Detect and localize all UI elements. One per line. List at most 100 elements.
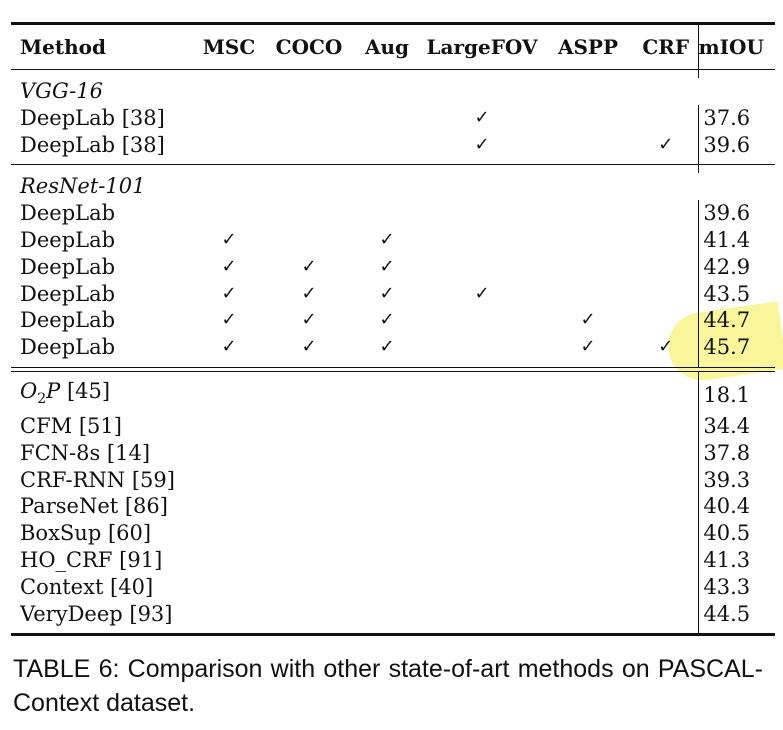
largefov-check-icon bbox=[422, 254, 542, 281]
empty-cell bbox=[352, 173, 422, 200]
miou-cell: 40.5 bbox=[697, 520, 775, 547]
coco-check-icon bbox=[266, 132, 352, 159]
msc-check-icon: ✓ bbox=[221, 228, 237, 250]
largefov-check-icon: ✓ bbox=[474, 106, 490, 128]
empty-cell bbox=[698, 78, 775, 105]
empty-cell bbox=[352, 78, 422, 105]
bottom-rule bbox=[11, 633, 775, 637]
method-cell: DeepLab [38] bbox=[20, 132, 165, 157]
aspp-check-icon bbox=[542, 281, 634, 308]
crf-check-icon bbox=[634, 200, 698, 227]
method-subscript: 2 bbox=[37, 391, 47, 408]
table-row: DeepLab ✓ ✓ 41.4 bbox=[11, 226, 775, 254]
method-cell: HO_CRF [91] bbox=[20, 547, 163, 572]
empty-cell bbox=[192, 413, 266, 440]
empty-cell bbox=[542, 378, 634, 413]
empty-cell bbox=[266, 173, 352, 200]
msc-check-icon: ✓ bbox=[221, 309, 237, 331]
empty-cell bbox=[422, 493, 542, 520]
miou-cell: 43.3 bbox=[697, 573, 775, 601]
empty-cell bbox=[634, 467, 698, 494]
method-cell: Context [40] bbox=[20, 574, 154, 599]
empty-cell bbox=[352, 413, 422, 440]
empty-cell bbox=[422, 547, 542, 574]
empty-cell bbox=[698, 173, 775, 200]
empty-cell bbox=[422, 440, 542, 467]
table-row: FCN-8s [14] 37.8 bbox=[11, 439, 775, 467]
miou-cell: 37.8 bbox=[697, 439, 775, 467]
crf-check-icon: ✓ bbox=[658, 133, 674, 155]
empty-cell bbox=[542, 440, 634, 467]
empty-cell bbox=[542, 574, 634, 601]
double-rule-bottom bbox=[11, 370, 775, 372]
empty-cell bbox=[542, 467, 634, 494]
empty-cell bbox=[634, 493, 698, 520]
table-row: DeepLab [38] ✓ 37.6 bbox=[11, 104, 775, 132]
miou-cell: 42.9 bbox=[697, 253, 775, 281]
coco-check-icon: ✓ bbox=[301, 309, 317, 331]
empty-cell bbox=[266, 520, 352, 547]
largefov-check-icon: ✓ bbox=[474, 133, 490, 155]
empty-cell bbox=[266, 547, 352, 574]
method-cell: ParseNet [86] bbox=[20, 494, 168, 519]
empty-cell bbox=[542, 601, 634, 628]
empty-cell bbox=[422, 173, 542, 200]
empty-cell bbox=[352, 467, 422, 494]
largefov-check-icon bbox=[422, 227, 542, 254]
table-row: DeepLab ✓ ✓ ✓ ✓ 43.5 bbox=[11, 280, 775, 308]
aspp-check-icon bbox=[542, 200, 634, 227]
table-row: DeepLab 39.6 bbox=[11, 200, 775, 227]
aug-check-icon: ✓ bbox=[379, 336, 395, 358]
method-cell: DeepLab bbox=[20, 335, 116, 360]
header-miou: mIOU bbox=[697, 25, 775, 69]
method-cell: DeepLab bbox=[20, 308, 116, 333]
group-resnet101: ResNet-101 DeepLab 39.6 DeepLab ✓ ✓ 41.4 DeepLa… bbox=[11, 165, 775, 367]
miou-cell: 18.1 bbox=[697, 377, 775, 413]
empty-cell bbox=[542, 78, 634, 105]
header-crf: CRF bbox=[642, 34, 690, 59]
double-rule-top bbox=[11, 366, 775, 368]
miou-cell: 37.6 bbox=[697, 104, 775, 132]
empty-cell bbox=[352, 520, 422, 547]
empty-cell bbox=[352, 547, 422, 574]
empty-cell bbox=[634, 440, 698, 467]
method-symbol: P bbox=[46, 378, 61, 403]
empty-cell bbox=[634, 574, 698, 601]
empty-cell bbox=[192, 467, 266, 494]
coco-check-icon bbox=[266, 200, 352, 227]
aug-check-icon: ✓ bbox=[379, 228, 395, 250]
group-label: ResNet-101 bbox=[20, 174, 146, 199]
table-row: CFM [51] 34.4 bbox=[11, 412, 775, 440]
empty-cell bbox=[266, 413, 352, 440]
top-rule bbox=[11, 22, 775, 25]
aspp-check-icon bbox=[542, 132, 634, 159]
coco-check-icon: ✓ bbox=[301, 336, 317, 358]
method-cell: DeepLab bbox=[20, 201, 116, 226]
group-other-methods: O2P [45] 18.1 CFM [51] 34.4 FCN-8s [14] 37.8 C… bbox=[11, 371, 775, 634]
msc-check-icon: ✓ bbox=[221, 336, 237, 358]
method-cell: DeepLab bbox=[20, 281, 116, 306]
table-row: O2P [45] 18.1 bbox=[11, 377, 775, 413]
miou-cell: 39.6 bbox=[697, 200, 775, 227]
aug-check-icon bbox=[352, 132, 422, 159]
aug-check-icon: ✓ bbox=[379, 309, 395, 331]
empty-cell bbox=[192, 601, 266, 628]
table-header: Method MSC COCO Aug LargeFOV ASPP CRF mI… bbox=[11, 25, 775, 69]
empty-cell bbox=[634, 413, 698, 440]
empty-cell bbox=[266, 78, 352, 105]
empty-cell bbox=[266, 378, 352, 413]
aspp-check-icon: ✓ bbox=[580, 336, 596, 358]
coco-check-icon: ✓ bbox=[301, 255, 317, 277]
empty-cell bbox=[634, 78, 698, 105]
method-cell: CRF-RNN [59] bbox=[20, 467, 175, 492]
miou-cell: 41.3 bbox=[697, 546, 775, 574]
header-largefov: LargeFOV bbox=[426, 34, 538, 59]
empty-cell bbox=[542, 520, 634, 547]
miou-cell: 41.4 bbox=[697, 226, 775, 254]
aug-check-icon bbox=[352, 200, 422, 227]
empty-cell bbox=[542, 173, 634, 200]
table-row: Context [40] 43.3 bbox=[11, 573, 775, 601]
method-cell: DeepLab bbox=[20, 254, 116, 279]
coco-check-icon: ✓ bbox=[301, 282, 317, 304]
table-row: DeepLab ✓ ✓ ✓ 42.9 bbox=[11, 253, 775, 281]
